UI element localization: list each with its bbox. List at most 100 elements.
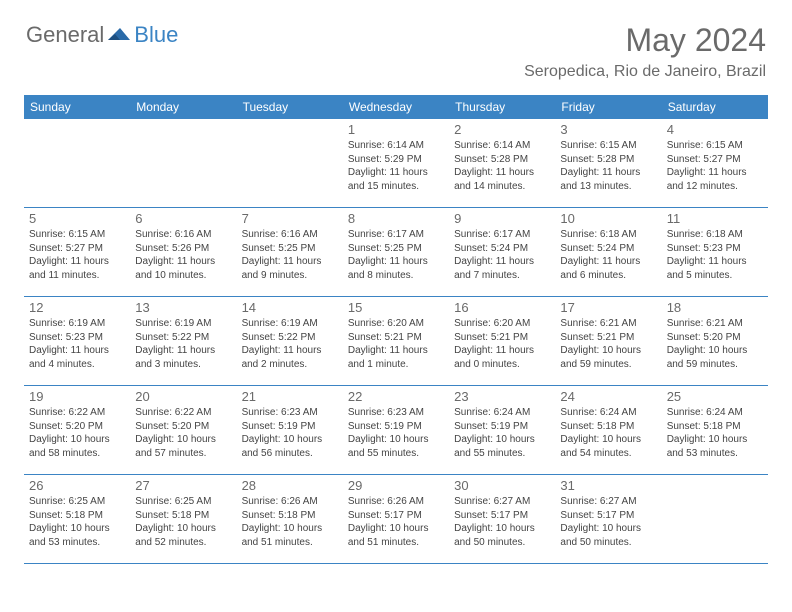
day-number: 29 xyxy=(348,478,444,493)
sunset-text: Sunset: 5:19 PM xyxy=(454,420,550,434)
sunrise-text: Sunrise: 6:17 AM xyxy=(348,228,444,242)
day-label-sunday: Sunday xyxy=(24,95,130,119)
sunrise-text: Sunrise: 6:21 AM xyxy=(560,317,656,331)
day-number: 25 xyxy=(667,389,763,404)
calendar: Sunday Monday Tuesday Wednesday Thursday… xyxy=(24,95,768,564)
sunset-text: Sunset: 5:23 PM xyxy=(29,331,125,345)
day-info: Sunrise: 6:15 AMSunset: 5:27 PMDaylight:… xyxy=(667,139,763,193)
day-cell xyxy=(24,119,130,207)
sunrise-text: Sunrise: 6:14 AM xyxy=(454,139,550,153)
day-cell: 30Sunrise: 6:27 AMSunset: 5:17 PMDayligh… xyxy=(449,475,555,563)
day-info: Sunrise: 6:14 AMSunset: 5:29 PMDaylight:… xyxy=(348,139,444,193)
day-info: Sunrise: 6:15 AMSunset: 5:27 PMDaylight:… xyxy=(29,228,125,282)
day-number: 23 xyxy=(454,389,550,404)
day-info: Sunrise: 6:19 AMSunset: 5:22 PMDaylight:… xyxy=(242,317,338,371)
day-info: Sunrise: 6:24 AMSunset: 5:18 PMDaylight:… xyxy=(667,406,763,460)
logo-text-general: General xyxy=(26,22,104,48)
sunrise-text: Sunrise: 6:27 AM xyxy=(454,495,550,509)
day-cell: 9Sunrise: 6:17 AMSunset: 5:24 PMDaylight… xyxy=(449,208,555,296)
day-cell: 28Sunrise: 6:26 AMSunset: 5:18 PMDayligh… xyxy=(237,475,343,563)
sunset-text: Sunset: 5:18 PM xyxy=(29,509,125,523)
day-number: 1 xyxy=(348,122,444,137)
day-cell: 4 Sunrise: 6:15 AMSunset: 5:27 PMDaylight… xyxy=(662,119,768,207)
sunrise-text: Sunrise: 6:18 AM xyxy=(560,228,656,242)
day-cell: 22Sunrise: 6:23 AMSunset: 5:19 PMDayligh… xyxy=(343,386,449,474)
day-number: 9 xyxy=(454,211,550,226)
day-cell: 29 Sunrise: 6:26 AMSunset: 5:17 PMDayligh… xyxy=(343,475,449,563)
day-info: Sunrise: 6:20 AMSunset: 5:21 PMDaylight:… xyxy=(348,317,444,371)
day-info: Sunrise: 6:25 AMSunset: 5:18 PMDaylight:… xyxy=(135,495,231,549)
sunrise-text: Sunrise: 6:16 AM xyxy=(242,228,338,242)
sunset-text: Sunset: 5:29 PM xyxy=(348,153,444,167)
day-number: 20 xyxy=(135,389,231,404)
sunset-text: Sunset: 5:19 PM xyxy=(242,420,338,434)
daylight-text: Daylight: 10 hours and 57 minutes. xyxy=(135,433,231,460)
sunset-text: Sunset: 5:27 PM xyxy=(29,242,125,256)
daylight-text: Daylight: 11 hours and 2 minutes. xyxy=(242,344,338,371)
daylight-text: Daylight: 11 hours and 10 minutes. xyxy=(135,255,231,282)
sunset-text: Sunset: 5:21 PM xyxy=(454,331,550,345)
sunrise-text: Sunrise: 6:20 AM xyxy=(454,317,550,331)
day-label-saturday: Saturday xyxy=(662,95,768,119)
sunrise-text: Sunrise: 6:17 AM xyxy=(454,228,550,242)
day-info: Sunrise: 6:21 AMSunset: 5:21 PMDaylight:… xyxy=(560,317,656,371)
sunrise-text: Sunrise: 6:15 AM xyxy=(667,139,763,153)
day-number: 11 xyxy=(667,211,763,226)
day-info: Sunrise: 6:27 AMSunset: 5:17 PMDaylight:… xyxy=(560,495,656,549)
day-cell: 1 Sunrise: 6:14 AMSunset: 5:29 PMDaylight… xyxy=(343,119,449,207)
sunset-text: Sunset: 5:27 PM xyxy=(667,153,763,167)
daylight-text: Daylight: 11 hours and 6 minutes. xyxy=(560,255,656,282)
day-cell: 21 Sunrise: 6:23 AMSunset: 5:19 PMDayligh… xyxy=(237,386,343,474)
day-number: 24 xyxy=(560,389,656,404)
header: General Blue May 2024 Seropedica, Rio de… xyxy=(0,0,792,89)
week-row: 19Sunrise: 6:22 AMSunset: 5:20 PMDayligh… xyxy=(24,386,768,475)
sunset-text: Sunset: 5:26 PM xyxy=(135,242,231,256)
daylight-text: Daylight: 10 hours and 50 minutes. xyxy=(560,522,656,549)
daylight-text: Daylight: 11 hours and 13 minutes. xyxy=(560,166,656,193)
sunset-text: Sunset: 5:21 PM xyxy=(560,331,656,345)
sunset-text: Sunset: 5:20 PM xyxy=(29,420,125,434)
logo-text-blue: Blue xyxy=(134,22,178,48)
sunrise-text: Sunrise: 6:21 AM xyxy=(667,317,763,331)
day-cell: 2Sunrise: 6:14 AMSunset: 5:28 PMDaylight… xyxy=(449,119,555,207)
daylight-text: Daylight: 10 hours and 52 minutes. xyxy=(135,522,231,549)
day-label-wednesday: Wednesday xyxy=(343,95,449,119)
day-info: Sunrise: 6:18 AMSunset: 5:23 PMDaylight:… xyxy=(667,228,763,282)
day-info: Sunrise: 6:24 AMSunset: 5:19 PMDaylight:… xyxy=(454,406,550,460)
daylight-text: Daylight: 10 hours and 58 minutes. xyxy=(29,433,125,460)
day-number: 5 xyxy=(29,211,125,226)
sunrise-text: Sunrise: 6:14 AM xyxy=(348,139,444,153)
daylight-text: Daylight: 11 hours and 14 minutes. xyxy=(454,166,550,193)
day-info: Sunrise: 6:16 AMSunset: 5:26 PMDaylight:… xyxy=(135,228,231,282)
day-number: 18 xyxy=(667,300,763,315)
day-info: Sunrise: 6:23 AMSunset: 5:19 PMDaylight:… xyxy=(242,406,338,460)
day-label-tuesday: Tuesday xyxy=(237,95,343,119)
day-number: 26 xyxy=(29,478,125,493)
day-number: 31 xyxy=(560,478,656,493)
sunset-text: Sunset: 5:20 PM xyxy=(667,331,763,345)
daylight-text: Daylight: 10 hours and 51 minutes. xyxy=(242,522,338,549)
sunrise-text: Sunrise: 6:19 AM xyxy=(29,317,125,331)
day-cell: 3Sunrise: 6:15 AMSunset: 5:28 PMDaylight… xyxy=(555,119,661,207)
day-cell: 13Sunrise: 6:19 AMSunset: 5:22 PMDayligh… xyxy=(130,297,236,385)
daylight-text: Daylight: 11 hours and 15 minutes. xyxy=(348,166,444,193)
day-number: 8 xyxy=(348,211,444,226)
sunset-text: Sunset: 5:28 PM xyxy=(454,153,550,167)
day-number: 4 xyxy=(667,122,763,137)
day-cell: 6Sunrise: 6:16 AMSunset: 5:26 PMDaylight… xyxy=(130,208,236,296)
week-row: 12Sunrise: 6:19 AMSunset: 5:23 PMDayligh… xyxy=(24,297,768,386)
day-number: 7 xyxy=(242,211,338,226)
day-number: 27 xyxy=(135,478,231,493)
day-number: 12 xyxy=(29,300,125,315)
sunrise-text: Sunrise: 6:15 AM xyxy=(29,228,125,242)
day-info: Sunrise: 6:26 AMSunset: 5:17 PMDaylight:… xyxy=(348,495,444,549)
day-cell xyxy=(130,119,236,207)
day-cell: 24Sunrise: 6:24 AMSunset: 5:18 PMDayligh… xyxy=(555,386,661,474)
day-number: 16 xyxy=(454,300,550,315)
daylight-text: Daylight: 10 hours and 59 minutes. xyxy=(667,344,763,371)
day-number: 21 xyxy=(242,389,338,404)
day-cell: 23 Sunrise: 6:24 AMSunset: 5:19 PMDayligh… xyxy=(449,386,555,474)
sunset-text: Sunset: 5:17 PM xyxy=(348,509,444,523)
day-info: Sunrise: 6:19 AMSunset: 5:23 PMDaylight:… xyxy=(29,317,125,371)
day-info: Sunrise: 6:26 AMSunset: 5:18 PMDaylight:… xyxy=(242,495,338,549)
